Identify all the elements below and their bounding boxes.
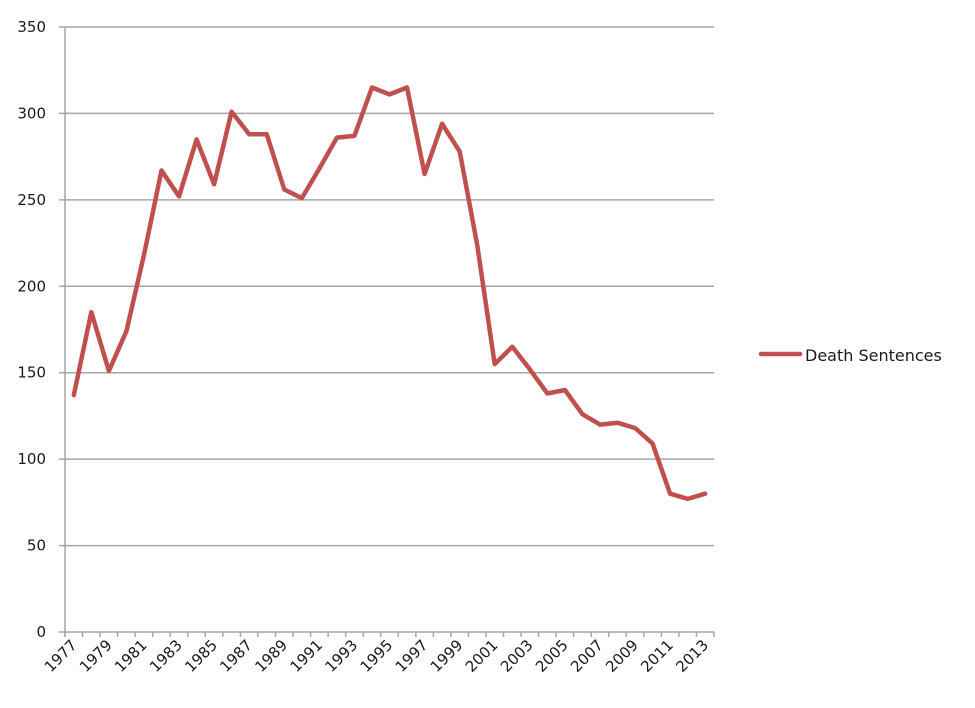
x-tick-label: 2007 <box>567 636 607 676</box>
x-tick-label: 1989 <box>251 636 291 676</box>
y-tick-label: 350 <box>17 18 46 36</box>
x-tick-label: 2001 <box>462 636 502 676</box>
x-tick-label: 1991 <box>286 636 326 676</box>
series-line <box>71 85 708 502</box>
x-tick-label: 1987 <box>216 636 256 676</box>
y-tick-label: 0 <box>36 623 46 641</box>
y-tick-label: 150 <box>17 364 46 382</box>
y-tick-label: 250 <box>17 191 46 209</box>
x-tick-label: 1985 <box>181 636 221 676</box>
x-tick-label: 1995 <box>357 636 397 676</box>
y-tick-label: 50 <box>27 537 46 555</box>
y-axis: 0 50 100 150 200 250 300 350 <box>17 18 66 641</box>
x-tick-label: 1981 <box>111 636 151 676</box>
x-tick-label: 1979 <box>76 636 116 676</box>
x-tick-label: 1997 <box>392 636 432 676</box>
legend: Death Sentences <box>758 346 942 365</box>
x-tick-label: 1977 <box>41 636 81 676</box>
y-tick-label: 100 <box>17 450 46 468</box>
x-tick-label: 2003 <box>497 636 537 676</box>
x-axis: 1977197919811983198519871989199119931995… <box>41 631 715 676</box>
y-tick-label: 300 <box>17 104 46 122</box>
gridlines <box>59 26 714 547</box>
x-tick-label: 2013 <box>672 636 712 676</box>
x-tick-label: 2005 <box>532 636 572 676</box>
x-tick-label: 1983 <box>146 636 186 676</box>
x-tick-label: 2009 <box>602 636 642 676</box>
x-tick-label: 2011 <box>637 636 677 676</box>
series-death-sentences <box>71 85 708 502</box>
x-tick-label: 1993 <box>322 636 362 676</box>
y-tick-label: 200 <box>17 277 46 295</box>
x-tick-label: 1999 <box>427 636 467 676</box>
legend-label: Death Sentences <box>805 346 942 365</box>
